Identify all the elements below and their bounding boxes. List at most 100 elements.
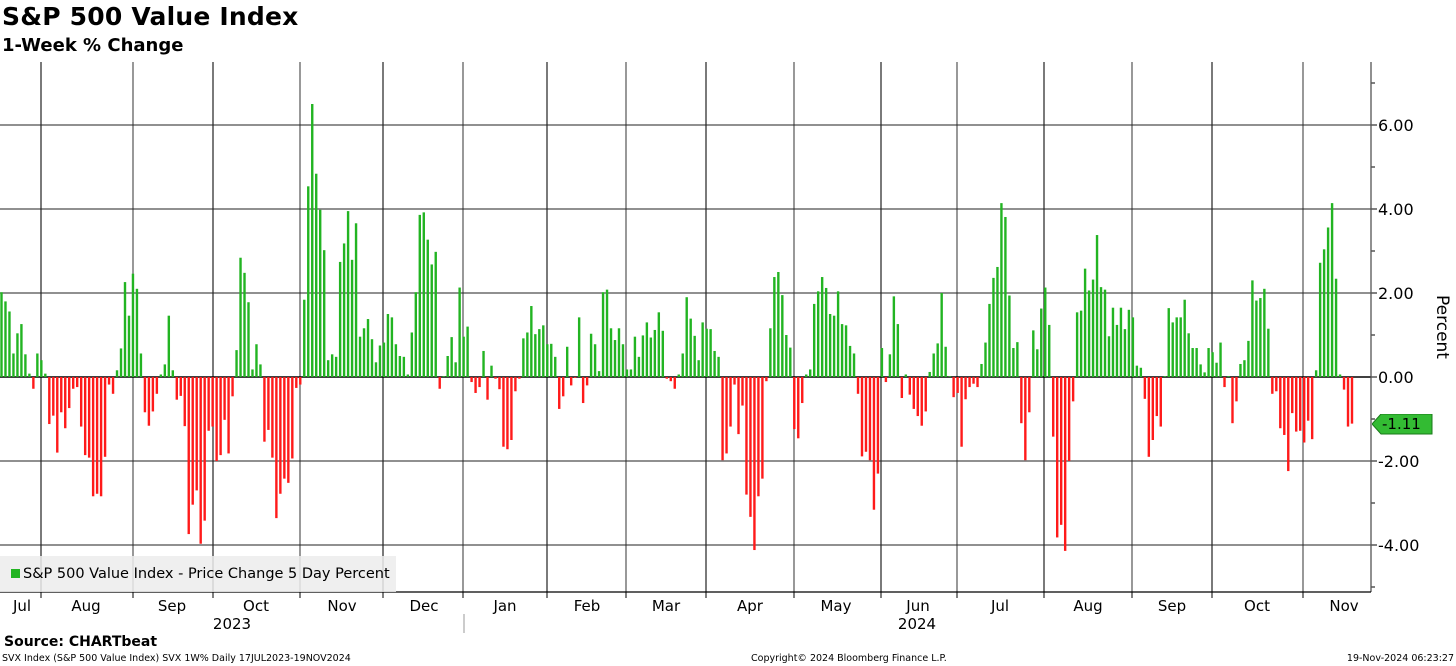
- bar: [1179, 317, 1182, 377]
- bar: [801, 377, 804, 404]
- bar: [1231, 377, 1234, 424]
- bar: [438, 377, 441, 389]
- bar: [406, 374, 410, 377]
- x-tick-label: Mar: [652, 597, 681, 615]
- x-tick-label: Nov: [1329, 597, 1358, 615]
- bar: [422, 212, 425, 377]
- bar: [1187, 333, 1190, 377]
- bar: [490, 365, 493, 377]
- bar: [4, 301, 7, 377]
- bar: [637, 356, 641, 377]
- bar: [1183, 299, 1186, 377]
- last-value-badge: -1.11: [1372, 414, 1433, 435]
- bar: [195, 377, 198, 491]
- bar: [1020, 377, 1023, 424]
- bar: [68, 377, 71, 409]
- bar: [729, 377, 732, 427]
- bar: [530, 306, 533, 377]
- bar: [470, 377, 473, 383]
- bar: [1135, 365, 1139, 377]
- bar: [820, 277, 824, 377]
- bar: [661, 330, 665, 377]
- y-tick-label: 2.00: [1378, 284, 1414, 303]
- bar: [1322, 249, 1326, 377]
- bar: [832, 315, 836, 377]
- bar: [56, 377, 59, 453]
- bar: [701, 322, 704, 377]
- bar: [32, 377, 35, 389]
- bar: [940, 293, 943, 377]
- bar: [968, 377, 971, 388]
- x-tick-label: Apr: [737, 597, 764, 615]
- bar: [454, 362, 457, 377]
- bar: [773, 277, 776, 377]
- bar: [681, 353, 684, 377]
- bar: [171, 370, 175, 377]
- bar: [1036, 349, 1039, 377]
- bar: [223, 377, 226, 420]
- x-tick-label: Jun: [905, 597, 929, 615]
- bar: [386, 314, 390, 377]
- bar: [1079, 310, 1083, 377]
- bar: [534, 334, 537, 377]
- bar: [1334, 278, 1338, 377]
- bar: [20, 324, 23, 377]
- bar: [259, 364, 262, 377]
- bar: [609, 328, 613, 377]
- x-tick-label: May: [820, 597, 851, 615]
- bar: [996, 266, 999, 377]
- legend-swatch: [11, 568, 20, 578]
- bar: [880, 348, 884, 377]
- horizontal-gridlines: [0, 124, 1371, 546]
- bar: [1123, 329, 1127, 377]
- bar: [685, 297, 688, 377]
- bar: [976, 377, 979, 388]
- bar: [1155, 377, 1158, 417]
- bar: [757, 377, 760, 497]
- bar: [1012, 348, 1015, 377]
- bar: [16, 333, 19, 377]
- bar: [255, 344, 258, 377]
- bar: [972, 377, 975, 384]
- bar: [414, 292, 418, 377]
- bar: [1207, 348, 1210, 377]
- bar: [573, 377, 577, 378]
- bar: [1044, 287, 1047, 377]
- bar: [1255, 300, 1258, 377]
- bar: [131, 273, 135, 377]
- bar: [892, 296, 896, 377]
- bar: [163, 364, 167, 377]
- bar: [601, 292, 605, 377]
- bar: [267, 377, 270, 430]
- bar: [916, 377, 919, 417]
- bar: [697, 360, 700, 377]
- legend-label: S&P 500 Value Index - Price Change 5 Day…: [23, 566, 390, 582]
- bar: [215, 377, 218, 461]
- bar: [48, 377, 51, 425]
- bar: [816, 291, 820, 377]
- bar: [8, 311, 11, 377]
- x-tick-label: Sep: [1158, 597, 1186, 615]
- bar: [1143, 377, 1147, 399]
- bar: [203, 377, 206, 521]
- bar: [1048, 324, 1051, 377]
- bar: [72, 377, 75, 389]
- bar: [1263, 288, 1266, 377]
- bar: [1287, 377, 1290, 472]
- x-tick-labels: Jul Aug Sep Oct Nov Dec Jan Feb Mar Apr May Jun Jul A…: [12, 597, 1359, 633]
- bar: [1267, 328, 1270, 377]
- bar: [1350, 377, 1354, 424]
- bar: [1295, 377, 1298, 432]
- bar: [330, 354, 334, 377]
- x-year-label: 2023: [213, 615, 251, 633]
- bar: [1040, 308, 1043, 377]
- bar: [1235, 377, 1238, 402]
- bar: [1016, 342, 1019, 377]
- bar: [546, 344, 549, 377]
- bar: [1302, 377, 1306, 443]
- y-tick-labels: 6.00 4.00 2.00 0.00 -2.00 -4.00: [1378, 116, 1419, 555]
- bar: [725, 377, 728, 454]
- x-tick-label: Sep: [158, 597, 186, 615]
- bar: [657, 312, 661, 377]
- bar: [430, 264, 433, 377]
